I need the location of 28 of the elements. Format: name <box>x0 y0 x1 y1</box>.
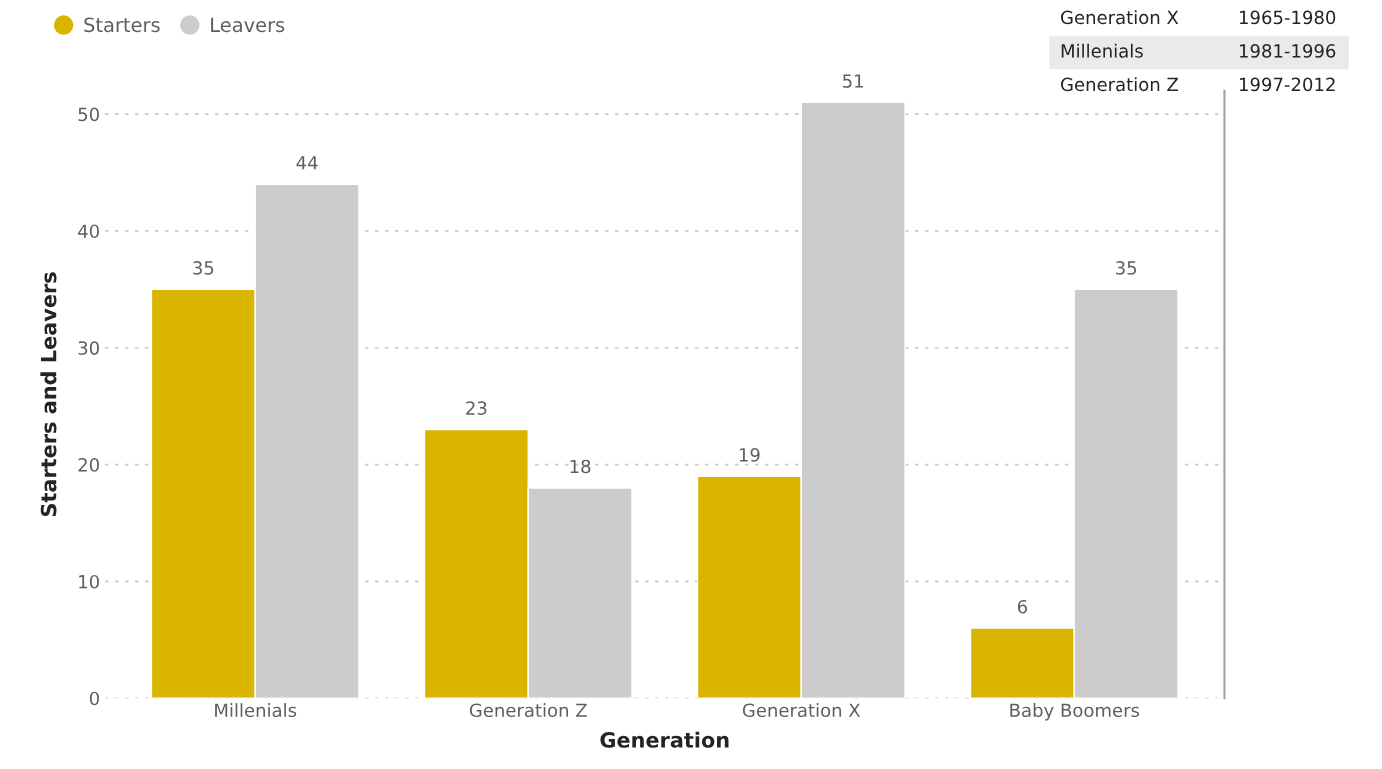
data-label: 35 <box>193 261 214 275</box>
y-axis-title: Starters and Leavers <box>40 272 57 517</box>
legend-label: Starters <box>84 17 160 33</box>
text: Generation X <box>1061 10 1179 25</box>
x-tick-label: Generation X <box>742 703 861 718</box>
y-tick-label: 0 <box>89 691 99 706</box>
text: 1997-2012 <box>1239 77 1335 92</box>
text: 1981-1996 <box>1239 44 1336 58</box>
data-label: 44 <box>296 156 318 170</box>
data-label: 23 <box>466 401 487 415</box>
x-tick-label: Generation Z <box>469 703 587 718</box>
data-label: 19 <box>739 448 760 462</box>
y-tick-label: 20 <box>78 458 99 472</box>
legend-label: Leavers <box>211 17 285 33</box>
x-tick-label: Baby Boomers <box>1010 703 1140 721</box>
x-axis-title: Generation <box>600 731 729 748</box>
y-tick-label: 30 <box>78 341 99 355</box>
data-label: 18 <box>570 459 591 474</box>
data-label: 6 <box>1017 599 1028 614</box>
y-tick-label: 40 <box>78 224 99 239</box>
annotation: Generation Z <box>1061 77 1179 92</box>
data-label: 51 <box>843 74 863 88</box>
text: 1965-1980 <box>1239 10 1336 25</box>
x-tick-label: Millenials <box>215 703 297 718</box>
y-tick-label: 10 <box>79 574 99 589</box>
data-label: 35 <box>1116 261 1137 275</box>
y-tick-label: 50 <box>78 107 99 122</box>
text: Millenials <box>1061 43 1143 58</box>
